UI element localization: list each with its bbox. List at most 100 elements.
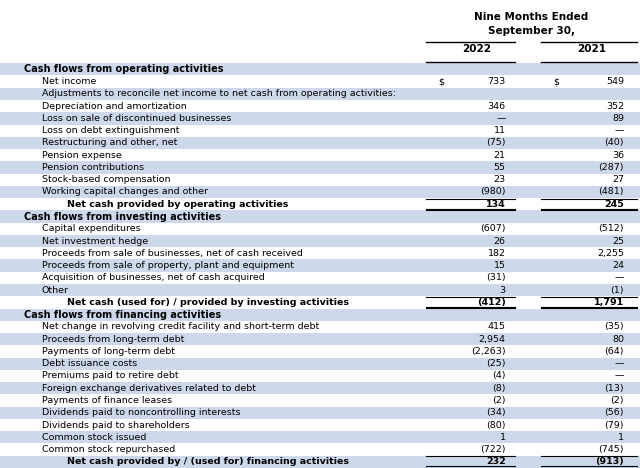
Text: (2,263): (2,263)	[471, 347, 506, 356]
Text: (40): (40)	[605, 139, 624, 147]
Text: $: $	[554, 77, 559, 86]
Text: 134: 134	[486, 200, 506, 209]
Text: (481): (481)	[598, 188, 624, 197]
Text: 3: 3	[499, 285, 506, 295]
Text: Proceeds from sale of businesses, net of cash received: Proceeds from sale of businesses, net of…	[42, 249, 303, 258]
Text: Loss on debt extinguishment: Loss on debt extinguishment	[42, 126, 179, 135]
Bar	[0, 235, 640, 247]
Text: 23: 23	[493, 175, 506, 184]
Text: Adjustments to reconcile net income to net cash from operating activities:: Adjustments to reconcile net income to n…	[42, 89, 396, 98]
Bar	[0, 407, 640, 419]
Bar	[0, 333, 640, 345]
Text: Premiums paid to retire debt: Premiums paid to retire debt	[42, 372, 178, 380]
Text: 1: 1	[500, 433, 506, 442]
Text: Stock-based compensation: Stock-based compensation	[42, 175, 170, 184]
Text: (913): (913)	[595, 457, 624, 467]
Text: 27: 27	[612, 175, 624, 184]
Bar	[0, 444, 640, 456]
Text: 346: 346	[488, 102, 506, 110]
Bar	[0, 259, 640, 272]
Bar	[0, 358, 640, 370]
Text: (2): (2)	[611, 396, 624, 405]
Text: (2): (2)	[492, 396, 506, 405]
Text: Pension contributions: Pension contributions	[42, 163, 144, 172]
Bar	[0, 198, 640, 211]
Text: Common stock repurchased: Common stock repurchased	[42, 445, 175, 454]
Text: 21: 21	[493, 151, 506, 160]
Text: 89: 89	[612, 114, 624, 123]
Text: Depreciation and amortization: Depreciation and amortization	[42, 102, 186, 110]
Text: (980): (980)	[480, 188, 506, 197]
Text: Nine Months Ended: Nine Months Ended	[474, 12, 588, 22]
Text: Pension expense: Pension expense	[42, 151, 122, 160]
Text: Net cash (used for) / provided by investing activities: Net cash (used for) / provided by invest…	[67, 298, 349, 307]
Text: (64): (64)	[605, 347, 624, 356]
Text: 2,954: 2,954	[479, 335, 506, 344]
Text: Loss on sale of discontinued businesses: Loss on sale of discontinued businesses	[42, 114, 231, 123]
Text: (745): (745)	[598, 445, 624, 454]
Text: Restructuring and other, net: Restructuring and other, net	[42, 139, 177, 147]
Text: 25: 25	[612, 236, 624, 246]
Text: 24: 24	[612, 261, 624, 270]
Text: (56): (56)	[605, 408, 624, 417]
Text: Net cash provided by / (used for) financing activities: Net cash provided by / (used for) financ…	[67, 457, 349, 467]
Bar	[0, 419, 640, 431]
Text: Foreign exchange derivatives related to debt: Foreign exchange derivatives related to …	[42, 384, 255, 393]
Text: —: —	[496, 114, 506, 123]
Text: Other: Other	[42, 285, 68, 295]
Text: Net investment hedge: Net investment hedge	[42, 236, 148, 246]
Text: 2021: 2021	[577, 44, 607, 54]
Bar	[0, 345, 640, 358]
Text: (25): (25)	[486, 359, 506, 368]
Text: —: —	[614, 359, 624, 368]
Bar	[0, 456, 640, 468]
Text: (34): (34)	[486, 408, 506, 417]
Text: (8): (8)	[492, 384, 506, 393]
Bar	[0, 284, 640, 296]
Bar	[0, 75, 640, 88]
Text: 415: 415	[488, 322, 506, 331]
Text: (722): (722)	[480, 445, 506, 454]
Text: (4): (4)	[492, 372, 506, 380]
Text: —: —	[614, 273, 624, 282]
Text: 733: 733	[487, 77, 506, 86]
Text: 11: 11	[493, 126, 506, 135]
Text: 1: 1	[618, 433, 624, 442]
Text: (79): (79)	[605, 421, 624, 430]
Bar	[0, 296, 640, 308]
Text: Net cash provided by operating activities: Net cash provided by operating activitie…	[67, 200, 289, 209]
Bar	[0, 321, 640, 333]
Text: —: —	[614, 126, 624, 135]
Text: 352: 352	[606, 102, 624, 110]
Bar	[0, 382, 640, 395]
Text: Proceeds from sale of property, plant and equipment: Proceeds from sale of property, plant an…	[42, 261, 294, 270]
Text: 15: 15	[493, 261, 506, 270]
Bar	[0, 63, 640, 75]
Text: (13): (13)	[604, 384, 624, 393]
Text: Working capital changes and other: Working capital changes and other	[42, 188, 207, 197]
Bar	[0, 431, 640, 444]
Bar	[0, 370, 640, 382]
Text: (287): (287)	[598, 163, 624, 172]
Text: 549: 549	[606, 77, 624, 86]
Text: Common stock issued: Common stock issued	[42, 433, 146, 442]
Text: (607): (607)	[480, 224, 506, 233]
Text: 80: 80	[612, 335, 624, 344]
Bar	[0, 174, 640, 186]
Bar	[0, 124, 640, 137]
Text: Proceeds from long-term debt: Proceeds from long-term debt	[42, 335, 184, 344]
Text: 245: 245	[604, 200, 624, 209]
Bar	[0, 211, 640, 223]
Text: Dividends paid to noncontrolling interests: Dividends paid to noncontrolling interes…	[42, 408, 240, 417]
Bar	[0, 88, 640, 100]
Text: (75): (75)	[486, 139, 506, 147]
Text: Cash flows from financing activities: Cash flows from financing activities	[24, 310, 221, 320]
Bar	[0, 223, 640, 235]
Text: (80): (80)	[486, 421, 506, 430]
Bar	[0, 272, 640, 284]
Text: (412): (412)	[477, 298, 506, 307]
Text: $: $	[438, 77, 444, 86]
Text: 26: 26	[493, 236, 506, 246]
Text: 55: 55	[493, 163, 506, 172]
Text: Net change in revolving credit facility and short-term debt: Net change in revolving credit facility …	[42, 322, 319, 331]
